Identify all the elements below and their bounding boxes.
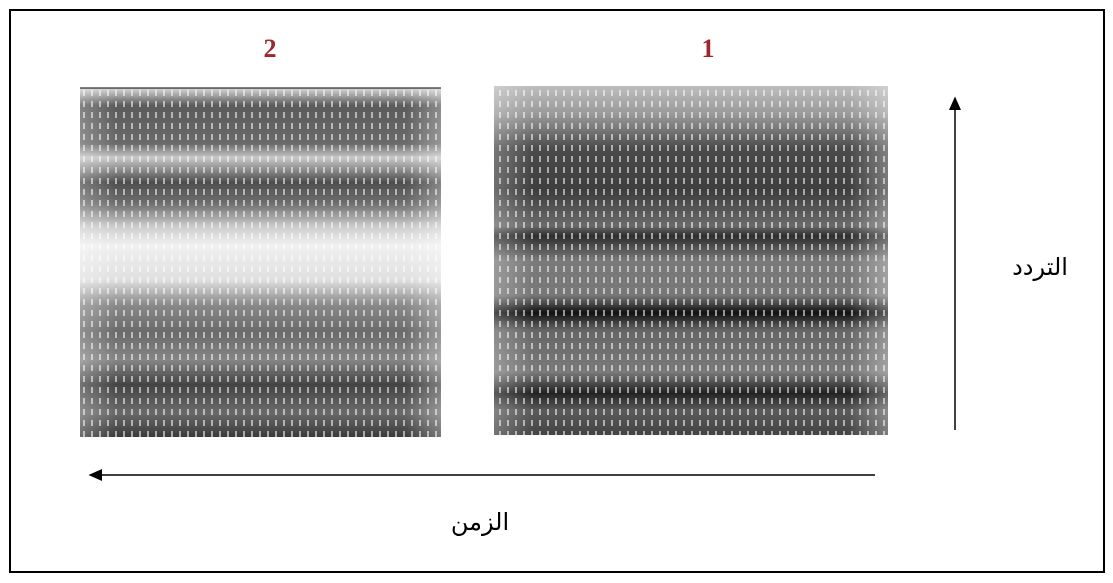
spectrogram (494, 86, 888, 435)
spectrogram (80, 88, 441, 437)
panel-label: 1 (702, 34, 715, 63)
page: 2 1 التردد الزمن (() => { const data = J… (0, 0, 1113, 583)
panel-label: 2 (264, 34, 277, 63)
time-label: الزمن (451, 508, 509, 536)
diagram: 2 1 التردد الزمن (0, 0, 1113, 583)
frequency-label: التردد (1012, 253, 1068, 281)
